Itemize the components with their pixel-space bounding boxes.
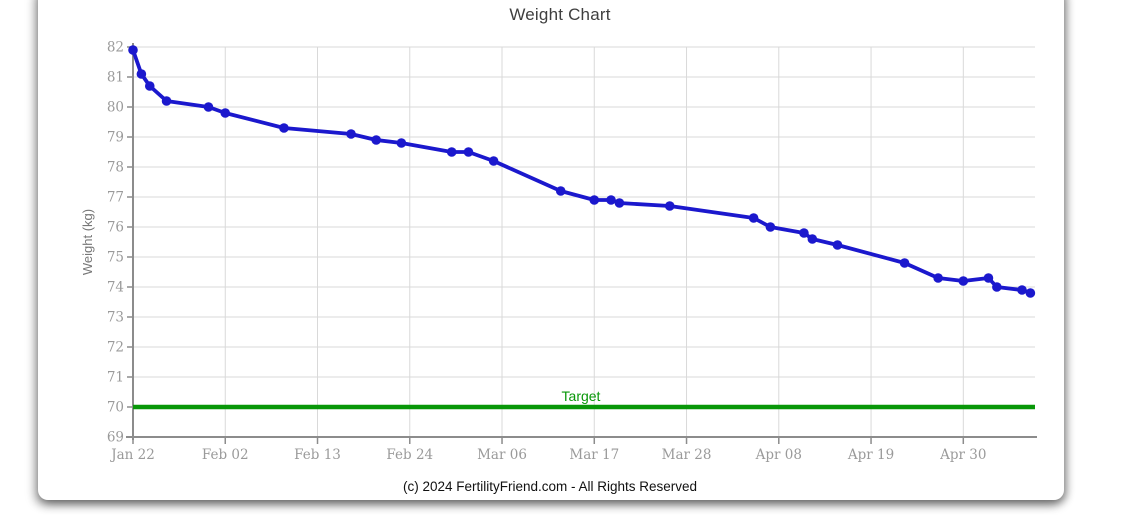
target-label: Target: [562, 388, 601, 404]
y-tick-label: 71: [107, 370, 124, 386]
y-tick-label: 81: [107, 70, 124, 86]
y-tick-label: 76: [107, 220, 124, 236]
data-point: [128, 45, 138, 55]
x-tick-label: Jan 22: [109, 447, 155, 463]
data-point: [589, 195, 600, 205]
x-tick-label: Mar 06: [477, 447, 527, 463]
data-point: [555, 186, 566, 196]
y-axis-title: Weight (kg): [80, 209, 95, 275]
data-point: [279, 123, 289, 133]
data-point: [832, 240, 843, 250]
y-tick-label: 79: [107, 130, 124, 146]
y-tick-label: 75: [107, 250, 124, 266]
data-point: [446, 147, 457, 157]
x-tick-label: Apr 30: [939, 447, 986, 463]
data-point: [136, 69, 147, 79]
y-tick-label: 82: [107, 40, 124, 56]
data-point: [220, 108, 231, 118]
y-tick-label: 73: [107, 310, 124, 326]
y-tick-label: 80: [107, 100, 124, 116]
data-point: [396, 138, 407, 148]
data-point: [765, 222, 776, 232]
x-tick-label: Feb 24: [386, 447, 433, 463]
data-point: [203, 102, 214, 112]
data-point: [488, 156, 499, 166]
data-point: [1017, 285, 1027, 295]
data-point: [933, 273, 943, 283]
x-tick-label: Feb 13: [294, 447, 341, 463]
y-tick-label: 70: [107, 400, 124, 416]
data-point: [807, 234, 818, 244]
copyright-footer: (c) 2024 FertilityFriend.com - All Right…: [402, 479, 698, 494]
data-point: [748, 213, 759, 223]
data-point: [664, 201, 675, 211]
data-point: [992, 282, 1002, 292]
y-tick-label: 78: [107, 160, 124, 176]
y-tick-label: 72: [107, 340, 124, 356]
data-point: [161, 96, 172, 106]
y-tick-label: 69: [107, 430, 124, 446]
x-tick-label: Apr 08: [755, 447, 802, 463]
data-point: [1025, 288, 1036, 298]
data-point: [144, 81, 155, 91]
x-tick-label: Feb 02: [202, 447, 249, 463]
y-tick-label: 74: [107, 280, 124, 296]
data-point: [346, 129, 356, 139]
x-tick-label: Mar 28: [662, 447, 712, 463]
data-point: [463, 147, 474, 157]
data-point: [958, 276, 969, 286]
data-point: [371, 135, 382, 145]
data-point: [899, 258, 910, 268]
chart-card: [38, 0, 1064, 500]
data-point: [606, 195, 616, 205]
x-tick-label: Mar 17: [569, 447, 619, 463]
data-point: [983, 273, 994, 283]
data-point: [799, 228, 809, 238]
chart-title: Weight Chart: [509, 5, 611, 24]
y-tick-label: 77: [107, 190, 124, 206]
x-tick-label: Apr 19: [847, 447, 894, 463]
data-point: [614, 198, 625, 208]
